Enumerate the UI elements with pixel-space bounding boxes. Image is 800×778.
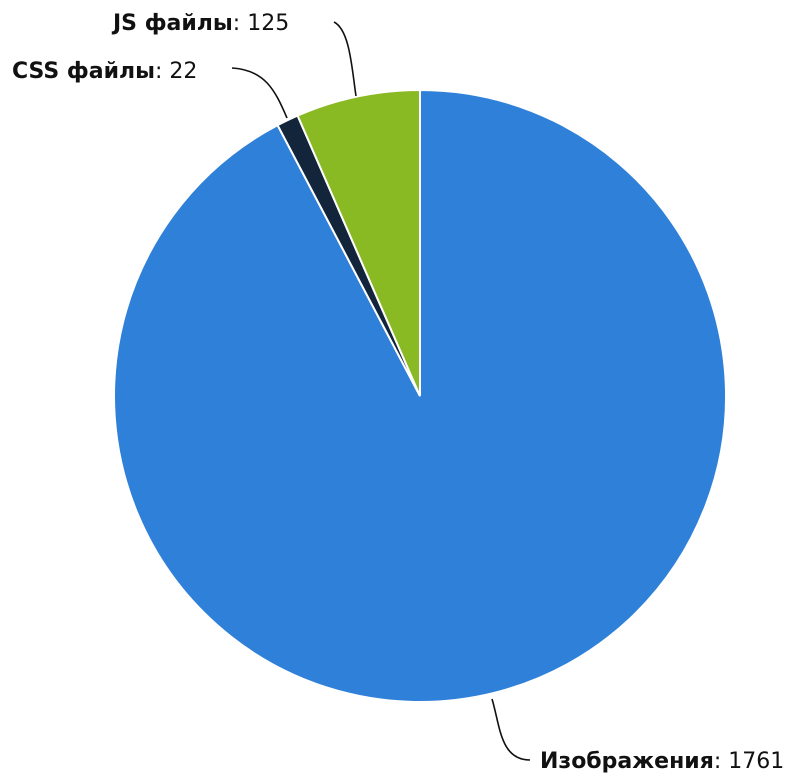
pie-slice-2[interactable] (296, 88, 421, 397)
pie-leader-lines (231, 21, 531, 761)
leader-line-1 (231, 67, 288, 119)
slice-label-2: JS файлы: 125 (111, 11, 289, 36)
slice-label-1: CSS файлы: 22 (12, 59, 197, 84)
pie-slices (113, 88, 727, 703)
slice-label-value: 22 (169, 59, 197, 84)
leader-line-2 (333, 21, 357, 97)
slice-label-value: 1761 (728, 749, 784, 774)
slice-label-name: Изображения (540, 749, 714, 774)
slice-label-separator: : (233, 11, 247, 36)
pie-labels: Изображения: 1761 CSS файлы: 22 JS файлы: … (12, 11, 784, 774)
leader-line-0 (491, 698, 531, 761)
slice-label-separator: : (714, 749, 728, 774)
slice-label-name: CSS файлы (12, 59, 155, 84)
slice-label-value: 125 (247, 11, 289, 36)
slice-label-0: Изображения: 1761 (540, 749, 784, 774)
slice-label-separator: : (155, 59, 169, 84)
slice-label-name: JS файлы (111, 11, 233, 36)
